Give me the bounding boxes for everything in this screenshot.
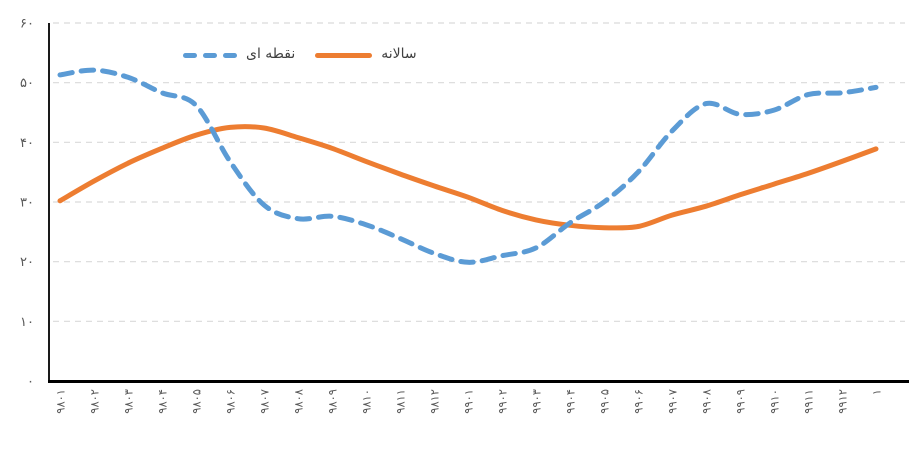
y-tick-label: ۰ <box>27 375 34 390</box>
x-tick-label: ۹۹۰۳ <box>530 389 544 414</box>
series-line-annual <box>57 124 879 231</box>
x-tick-label: ۹۹۰۸ <box>700 389 714 414</box>
y-tick-label: ۲۰ <box>20 255 34 270</box>
x-tick-label: ۹۹۱۰ <box>768 389 782 414</box>
x-tick-label: ۹۸۱۰ <box>360 389 374 414</box>
x-tick-label: ۹۹۰۴ <box>564 389 578 414</box>
x-tick-label: ۹۹۰۹ <box>734 389 748 414</box>
x-tick-label: ۱ <box>870 389 884 395</box>
series-line-point-to-point <box>57 67 879 265</box>
x-tick-label: ۹۹۰۵ <box>598 389 612 414</box>
x-tick-label: ۹۸۰۳ <box>122 389 136 414</box>
legend-item-point-to-point: نقطه ای <box>183 46 295 64</box>
dashed-line-sample-icon <box>183 52 237 58</box>
x-tick-label: ۹۸۰۷ <box>258 389 272 414</box>
x-tick-label: ۹۹۱۲ <box>836 389 850 414</box>
legend-label-point-to-point: نقطه ای <box>246 46 296 62</box>
solid-line-sample-icon <box>315 52 373 58</box>
x-tick-label: ۹۹۰۷ <box>666 389 680 414</box>
y-tick-label: ۶۰ <box>20 17 34 32</box>
x-tick-label: ۹۸۰۸ <box>292 389 306 414</box>
x-tick-label: ۹۸۰۵ <box>190 389 204 414</box>
legend-label-annual: سالانه <box>381 46 417 62</box>
x-tick-label: ۹۸۰۶ <box>224 389 238 414</box>
x-tick-label: ۹۸۰۹ <box>326 389 340 414</box>
x-tick-label: ۹۹۰۱ <box>462 389 476 414</box>
y-tick-label: ۴۰ <box>20 136 34 151</box>
y-tick-label: ۱۰ <box>20 315 34 330</box>
x-tick-label: ۹۸۱۱ <box>394 389 408 414</box>
x-tick-label: ۹۸۰۲ <box>88 389 102 414</box>
y-tick-label: ۳۰ <box>20 196 34 211</box>
legend-item-annual: سالانه <box>315 46 417 64</box>
y-tick-label: ۵۰ <box>20 76 34 91</box>
x-tick-label: ۹۹۱۱ <box>802 389 816 414</box>
chart-legend: نقطه ای سالانه <box>183 46 417 64</box>
x-tick-label: ۹۸۱۲ <box>428 389 442 414</box>
x-tick-label: ۹۹۰۲ <box>496 389 510 414</box>
x-tick-label: ۹۸۰۴ <box>156 389 170 414</box>
x-tick-label: ۹۸۰۱ <box>54 389 68 414</box>
x-tick-label: ۹۹۰۶ <box>632 389 646 414</box>
